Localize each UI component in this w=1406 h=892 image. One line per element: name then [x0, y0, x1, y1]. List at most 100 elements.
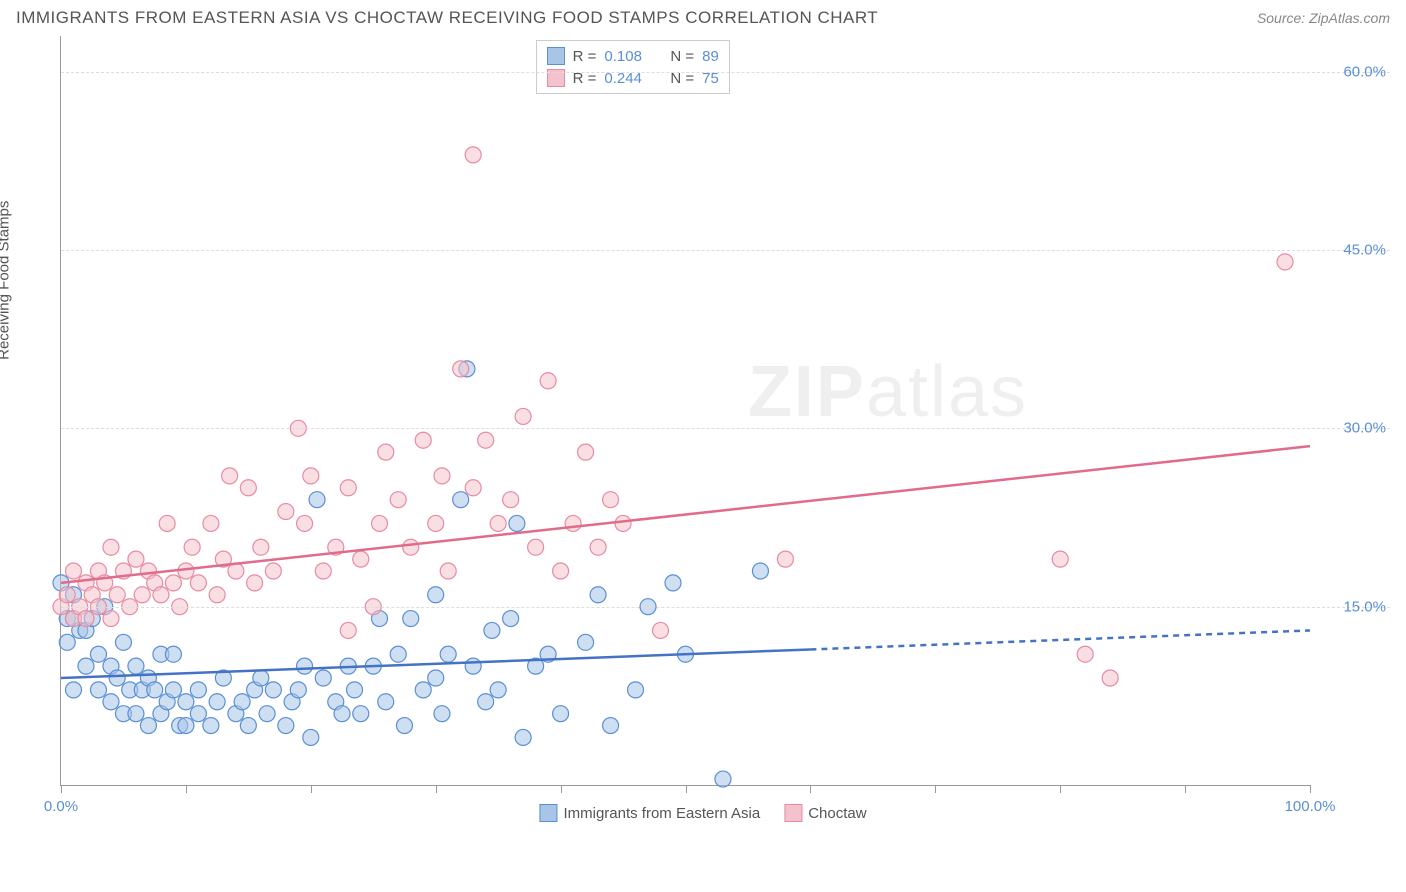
data-point: [78, 611, 94, 627]
data-point: [503, 492, 519, 508]
data-point: [353, 551, 369, 567]
y-axis-label: Receiving Food Stamps: [0, 201, 13, 360]
data-point: [390, 492, 406, 508]
data-point: [165, 646, 181, 662]
data-point: [665, 575, 681, 591]
source-label: Source:: [1257, 10, 1305, 26]
data-point: [90, 682, 106, 698]
data-point: [65, 563, 81, 579]
data-point: [253, 670, 269, 686]
data-point: [297, 515, 313, 531]
data-point: [715, 771, 731, 787]
data-point: [234, 694, 250, 710]
data-point: [1277, 254, 1293, 270]
data-point: [190, 682, 206, 698]
data-point: [415, 432, 431, 448]
data-point: [528, 539, 544, 555]
data-point: [178, 718, 194, 734]
y-tick-label: 30.0%: [1343, 420, 1386, 437]
data-point: [278, 718, 294, 734]
data-point: [303, 468, 319, 484]
data-point: [553, 563, 569, 579]
data-point: [378, 694, 394, 710]
source-link[interactable]: ZipAtlas.com: [1309, 10, 1390, 26]
data-point: [578, 444, 594, 460]
data-point: [115, 634, 131, 650]
data-point: [565, 515, 581, 531]
data-point: [590, 539, 606, 555]
x-tick: [1060, 785, 1061, 793]
data-point: [490, 682, 506, 698]
data-point: [240, 480, 256, 496]
gridline: [61, 250, 1390, 251]
x-tick-label: 0.0%: [44, 798, 78, 815]
data-point: [65, 682, 81, 698]
data-point: [478, 432, 494, 448]
data-point: [128, 706, 144, 722]
data-point: [465, 480, 481, 496]
data-point: [434, 706, 450, 722]
data-point: [353, 706, 369, 722]
data-point: [378, 444, 394, 460]
data-point: [253, 539, 269, 555]
x-tick: [686, 785, 687, 793]
data-point: [259, 706, 275, 722]
data-point: [403, 611, 419, 627]
y-tick-label: 60.0%: [1343, 63, 1386, 80]
chart-container: Receiving Food Stamps ZIPatlas R =0.108N…: [16, 36, 1390, 826]
data-point: [109, 670, 125, 686]
data-point: [371, 515, 387, 531]
data-point: [109, 587, 125, 603]
gridline: [61, 607, 1390, 608]
data-point: [240, 718, 256, 734]
gridline: [61, 72, 1390, 73]
data-point: [178, 694, 194, 710]
data-point: [265, 563, 281, 579]
data-point: [340, 622, 356, 638]
gridline: [61, 428, 1390, 429]
data-point: [509, 515, 525, 531]
y-tick-label: 15.0%: [1343, 598, 1386, 615]
data-point: [297, 658, 313, 674]
data-point: [415, 682, 431, 698]
legend-series-item: Choctaw: [784, 804, 866, 822]
trend-line: [61, 446, 1310, 583]
data-point: [103, 539, 119, 555]
data-point: [428, 670, 444, 686]
data-point: [553, 706, 569, 722]
data-point: [153, 587, 169, 603]
data-point: [440, 563, 456, 579]
data-point: [590, 587, 606, 603]
data-point: [278, 504, 294, 520]
data-point: [484, 622, 500, 638]
data-point: [209, 694, 225, 710]
data-point: [615, 515, 631, 531]
data-point: [628, 682, 644, 698]
data-point: [540, 373, 556, 389]
data-point: [147, 682, 163, 698]
data-point: [390, 646, 406, 662]
data-point: [265, 682, 281, 698]
data-point: [159, 515, 175, 531]
data-point: [59, 634, 75, 650]
x-tick-label: 100.0%: [1285, 798, 1336, 815]
data-point: [578, 634, 594, 650]
data-point: [190, 706, 206, 722]
data-point: [165, 682, 181, 698]
data-point: [603, 718, 619, 734]
data-point: [465, 658, 481, 674]
data-point: [434, 468, 450, 484]
data-point: [134, 587, 150, 603]
data-point: [128, 551, 144, 567]
data-point: [453, 361, 469, 377]
data-point: [1102, 670, 1118, 686]
x-tick: [935, 785, 936, 793]
y-tick-label: 45.0%: [1343, 242, 1386, 259]
data-point: [490, 515, 506, 531]
x-tick: [61, 785, 62, 793]
x-tick: [186, 785, 187, 793]
data-point: [403, 539, 419, 555]
data-point: [128, 658, 144, 674]
data-point: [165, 575, 181, 591]
data-point: [209, 587, 225, 603]
